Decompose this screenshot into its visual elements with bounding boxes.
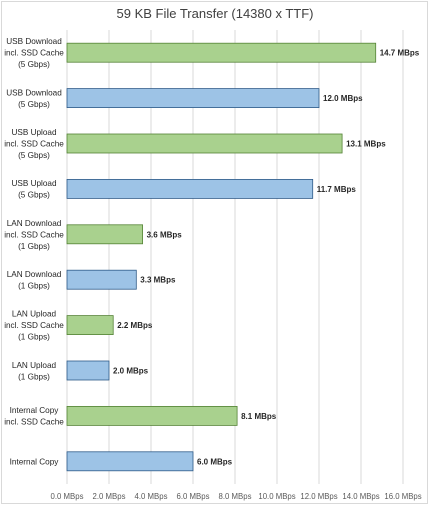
data-label: 2.2 MBps: [117, 321, 153, 330]
data-label: 6.0 MBps: [197, 457, 233, 466]
bar: [66, 178, 314, 199]
x-tick-label: 10.0 MBps: [258, 492, 295, 501]
category-label: USB Upload (5 Gbps): [11, 179, 57, 200]
x-tick-label: 6.0 MBps: [177, 492, 210, 501]
chart-title: 59 KB File Transfer (14380 x TTF): [117, 6, 314, 21]
data-label: 3.6 MBps: [147, 230, 183, 239]
data-label: 14.7 MBps: [380, 49, 420, 58]
category-label: LAN Download incl. SSD Cache (1 Gbps): [4, 219, 64, 251]
bar: [66, 269, 137, 290]
bar: [66, 451, 194, 472]
bar: [66, 88, 320, 108]
data-label: 2.0 MBps: [113, 367, 149, 376]
bar: [66, 133, 343, 154]
bar: [66, 315, 114, 336]
data-label: 11.7 MBps: [317, 185, 357, 194]
bars: 14.7 MBps 12.0 MBps 13.1 MBps 11.7 MBps 3.6 …: [66, 42, 420, 472]
category-label: LAN Upload (1 Gbps): [12, 361, 57, 382]
x-axis-ticks: 0.0 MBps 2.0 MBps 4.0 MBps 6.0 MBps 8.0 MBps…: [51, 492, 422, 501]
data-label: 13.1 MBps: [346, 140, 386, 149]
data-label: 12.0 MBps: [323, 94, 363, 103]
category-label: USB Upload incl. SSD Cache (5 Gbps): [4, 128, 64, 160]
x-tick-label: 8.0 MBps: [219, 492, 252, 501]
bar: [66, 405, 238, 426]
x-tick-label: 16.0 MBps: [384, 492, 421, 501]
category-labels: USB Download incl. SSD Cache (5 Gbps) USB D…: [4, 37, 64, 466]
category-label: LAN Download (1 Gbps): [7, 270, 62, 291]
data-label: 8.1 MBps: [241, 412, 277, 421]
category-label: Internal Copy incl. SSD Cache: [4, 406, 64, 427]
bar: [66, 42, 377, 63]
category-label: Internal Copy: [10, 457, 60, 466]
category-label: USB Download (5 Gbps): [6, 88, 62, 109]
category-label: LAN Upload incl. SSD Cache (1 Gbps): [4, 310, 64, 342]
bar: [66, 360, 110, 381]
x-tick-label: 14.0 MBps: [342, 492, 379, 501]
x-tick-label: 4.0 MBps: [135, 492, 168, 501]
data-label: 3.3 MBps: [140, 276, 176, 285]
bar: [66, 224, 143, 245]
x-tick-label: 12.0 MBps: [300, 492, 337, 501]
x-tick-label: 0.0 MBps: [51, 492, 84, 501]
category-label: USB Download incl. SSD Cache (5 Gbps): [4, 37, 64, 69]
x-tick-label: 2.0 MBps: [93, 492, 126, 501]
